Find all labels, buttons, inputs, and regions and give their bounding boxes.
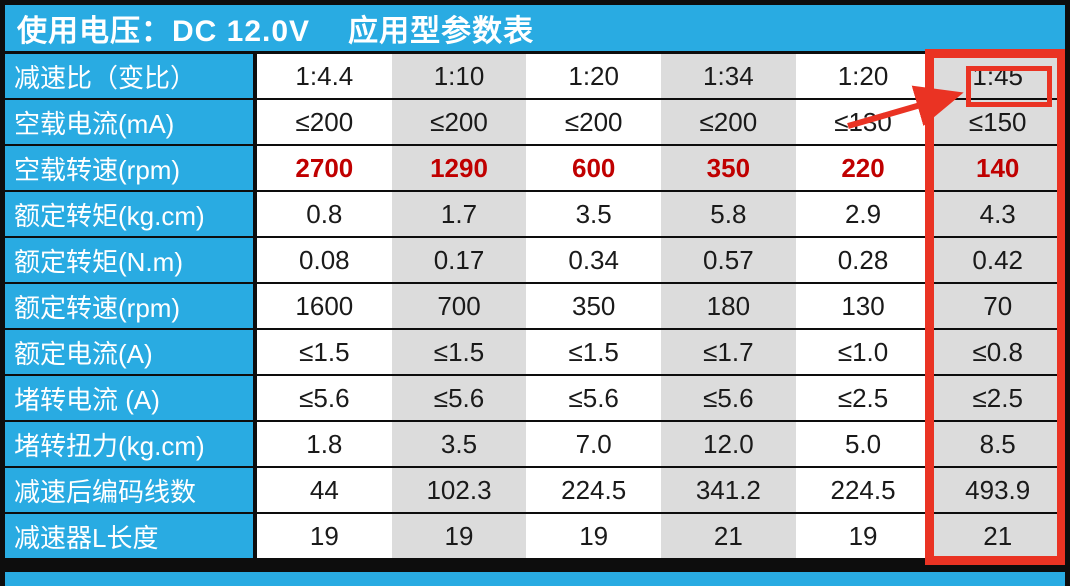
table-row: 堵转电流 (A) ≤5.6 ≤5.6 ≤5.6 ≤5.6 ≤2.5 ≤2.5: [5, 376, 1065, 422]
value-cell: 1:10: [391, 54, 527, 98]
value-cell: ≤5.6: [526, 376, 662, 420]
value-cell: 2.9: [795, 192, 931, 236]
value-cell: 7.0: [526, 422, 662, 466]
table-row: 额定转矩(kg.cm) 0.8 1.7 3.5 5.8 2.9 4.3: [5, 192, 1065, 238]
table-row: 堵转扭力(kg.cm) 1.8 3.5 7.0 12.0 5.0 8.5: [5, 422, 1065, 468]
value-cell: 220: [795, 146, 931, 190]
value-cell: 130: [795, 284, 931, 328]
value-cell: ≤200: [661, 100, 796, 144]
value-cell: 102.3: [391, 468, 527, 512]
value-cell: 1:4.4: [257, 54, 392, 98]
value-cell: ≤0.8: [930, 330, 1065, 374]
bottom-blue-strip: [5, 572, 1065, 586]
value-cell: 19: [257, 514, 392, 558]
table-row: 减速比（变比） 1:4.4 1:10 1:20 1:34 1:20 1:45: [5, 54, 1065, 100]
value-cell: 21: [930, 514, 1065, 558]
value-cell: ≤5.6: [257, 376, 392, 420]
table-row: 额定转矩(N.m) 0.08 0.17 0.34 0.57 0.28 0.42: [5, 238, 1065, 284]
table-row: 减速后编码线数 44 102.3 224.5 341.2 224.5 493.9: [5, 468, 1065, 514]
value-cell: 1290: [391, 146, 527, 190]
value-cell: ≤1.0: [795, 330, 931, 374]
value-cell: 5.0: [795, 422, 931, 466]
table-title-bar: 使用电压：DC 12.0V 应用型参数表: [5, 5, 1065, 54]
value-cell: ≤1.5: [257, 330, 392, 374]
value-cell: ≤1.5: [526, 330, 662, 374]
value-cell: 224.5: [795, 468, 931, 512]
table-row: 空载转速(rpm) 2700 1290 600 350 220 140: [5, 146, 1065, 192]
value-cell: ≤130: [795, 100, 931, 144]
value-cell: 2700: [257, 146, 392, 190]
spec-table-body: 减速比（变比） 1:4.4 1:10 1:20 1:34 1:20 1:45 空载电流(mA)…: [5, 54, 1065, 560]
value-cell: 600: [526, 146, 662, 190]
value-cell: ≤1.5: [391, 330, 527, 374]
value-cell: 0.28: [795, 238, 931, 282]
value-cell: 21: [661, 514, 796, 558]
row-label: 额定转矩(kg.cm): [5, 192, 257, 236]
title-name: 应用型参数表: [348, 15, 535, 48]
row-label: 空载电流(mA): [5, 100, 257, 144]
row-label: 空载转速(rpm): [5, 146, 257, 190]
value-cell: ≤2.5: [930, 376, 1065, 420]
row-label: 堵转扭力(kg.cm): [5, 422, 257, 466]
value-cell: 0.34: [526, 238, 662, 282]
title-voltage: 使用电压：DC 12.0V: [17, 15, 311, 48]
value-cell: 0.8: [257, 192, 392, 236]
value-cell: 493.9: [930, 468, 1065, 512]
value-cell: 350: [526, 284, 662, 328]
table-row: 空载电流(mA) ≤200 ≤200 ≤200 ≤200 ≤130 ≤150: [5, 100, 1065, 146]
value-cell: 0.08: [257, 238, 392, 282]
value-cell: 0.17: [391, 238, 527, 282]
value-cell: ≤5.6: [391, 376, 527, 420]
value-cell: 140: [930, 146, 1065, 190]
table-row: 减速器L长度 19 19 19 21 19 21: [5, 514, 1065, 560]
value-cell: ≤200: [391, 100, 527, 144]
value-cell: ≤150: [930, 100, 1065, 144]
table-row: 额定电流(A) ≤1.5 ≤1.5 ≤1.5 ≤1.7 ≤1.0 ≤0.8: [5, 330, 1065, 376]
value-cell: 350: [661, 146, 796, 190]
value-cell: 341.2: [661, 468, 796, 512]
value-cell: 19: [526, 514, 662, 558]
table-row: 额定转速(rpm) 1600 700 350 180 130 70: [5, 284, 1065, 330]
value-cell: 1600: [257, 284, 392, 328]
value-cell: 0.42: [930, 238, 1065, 282]
row-label: 堵转电流 (A): [5, 376, 257, 420]
value-cell: 3.5: [391, 422, 527, 466]
value-cell: 1:20: [526, 54, 662, 98]
value-cell: ≤2.5: [795, 376, 931, 420]
value-cell: 1:20: [795, 54, 931, 98]
bottom-divider-bar: [5, 560, 1065, 572]
value-cell: 19: [391, 514, 527, 558]
value-cell: ≤5.6: [661, 376, 796, 420]
value-cell: 3.5: [526, 192, 662, 236]
row-label: 减速器L长度: [5, 514, 257, 558]
value-cell: 5.8: [661, 192, 796, 236]
row-label: 额定电流(A): [5, 330, 257, 374]
value-cell: 1:45: [930, 54, 1065, 98]
row-label: 减速比（变比）: [5, 54, 257, 98]
row-label: 减速后编码线数: [5, 468, 257, 512]
value-cell: 224.5: [526, 468, 662, 512]
value-cell: ≤200: [257, 100, 392, 144]
value-cell: 4.3: [930, 192, 1065, 236]
value-cell: 180: [661, 284, 796, 328]
row-label: 额定转矩(N.m): [5, 238, 257, 282]
value-cell: ≤1.7: [661, 330, 796, 374]
value-cell: ≤200: [526, 100, 662, 144]
value-cell: 8.5: [930, 422, 1065, 466]
value-cell: 1.7: [391, 192, 527, 236]
value-cell: 1.8: [257, 422, 392, 466]
row-label: 额定转速(rpm): [5, 284, 257, 328]
value-cell: 0.57: [661, 238, 796, 282]
value-cell: 19: [795, 514, 931, 558]
value-cell: 12.0: [661, 422, 796, 466]
value-cell: 44: [257, 468, 392, 512]
value-cell: 70: [930, 284, 1065, 328]
value-cell: 1:34: [661, 54, 796, 98]
value-cell: 700: [391, 284, 527, 328]
